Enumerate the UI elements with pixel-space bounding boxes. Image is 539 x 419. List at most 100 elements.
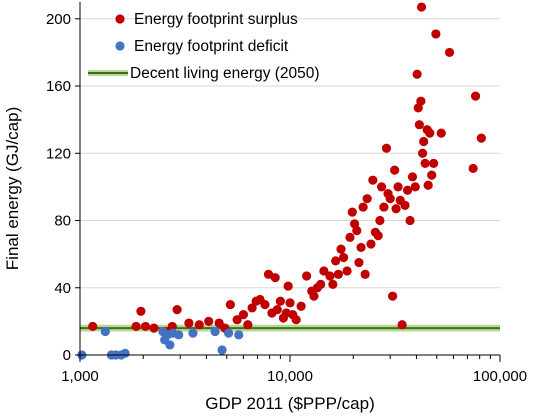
data-point-surplus-94 xyxy=(476,133,486,143)
data-point-surplus-60 xyxy=(376,182,387,192)
y-tick-label-160: 160 xyxy=(46,78,71,95)
data-point-surplus-89 xyxy=(431,29,441,39)
legend-marker-deficit xyxy=(115,41,125,51)
data-point-surplus-92 xyxy=(468,163,478,174)
data-point-surplus-58 xyxy=(373,231,383,241)
y-tick-label-80: 80 xyxy=(54,213,71,230)
x-tick-label-10000: 10,000 xyxy=(267,368,313,385)
x-tick-label-1000: 1,000 xyxy=(61,368,99,385)
legend-marker-surplus xyxy=(115,14,125,24)
data-point-surplus-54 xyxy=(362,194,372,204)
data-point-surplus-17 xyxy=(247,303,257,313)
data-point-surplus-85 xyxy=(423,180,433,190)
data-point-surplus-55 xyxy=(366,239,376,249)
data-point-surplus-23 xyxy=(270,273,280,283)
data-point-surplus-20 xyxy=(260,299,270,310)
data-point-surplus-46 xyxy=(345,232,355,242)
data-point-surplus-59 xyxy=(375,215,385,226)
data-point-surplus-44 xyxy=(339,252,349,263)
data-point-surplus-3 xyxy=(140,321,151,332)
data-point-surplus-76 xyxy=(412,69,422,79)
data-point-surplus-24 xyxy=(272,305,282,315)
data-point-surplus-10 xyxy=(204,316,214,326)
data-point-surplus-41 xyxy=(331,256,341,266)
data-point-surplus-65 xyxy=(387,291,398,301)
gridlines xyxy=(80,18,500,289)
data-point-deficit-13 xyxy=(210,326,220,337)
y-tick-label-40: 40 xyxy=(54,280,71,297)
legend-label-surplus: Energy footprint surplus xyxy=(134,11,298,28)
data-point-surplus-38 xyxy=(319,266,329,276)
y-tick-label-200: 200 xyxy=(46,11,71,28)
data-point-surplus-83 xyxy=(420,158,430,168)
data-point-surplus-78 xyxy=(414,120,424,130)
data-point-surplus-82 xyxy=(419,136,429,147)
data-point-surplus-43 xyxy=(336,244,346,254)
data-point-surplus-35 xyxy=(309,291,319,301)
data-point-surplus-64 xyxy=(385,194,395,204)
data-point-surplus-42 xyxy=(333,269,343,279)
data-point-surplus-56 xyxy=(368,175,378,185)
data-point-surplus-6 xyxy=(167,321,177,332)
data-point-surplus-75 xyxy=(410,182,420,192)
x-ticks: 1,000 10,000 100,000 xyxy=(61,355,527,385)
data-point-surplus-25 xyxy=(275,296,285,306)
data-point-surplus-70 xyxy=(397,320,407,330)
data-point-deficit-12 xyxy=(188,328,198,338)
data-point-surplus-33 xyxy=(302,271,312,281)
data-point-deficit-16 xyxy=(234,330,244,340)
data-point-surplus-51 xyxy=(356,242,366,253)
data-point-surplus-47 xyxy=(347,207,357,217)
data-point-surplus-71 xyxy=(400,200,410,210)
data-point-surplus-68 xyxy=(393,182,403,192)
data-point-surplus-2 xyxy=(136,306,146,316)
data-point-surplus-86 xyxy=(425,128,435,138)
data-point-surplus-90 xyxy=(436,128,446,138)
x-tick-label-100000: 100,000 xyxy=(473,368,527,385)
data-point-surplus-0 xyxy=(88,321,98,332)
data-point-deficit-15 xyxy=(223,328,234,338)
data-point-surplus-28 xyxy=(283,281,293,291)
y-tick-label-120: 120 xyxy=(46,145,71,162)
y-axis-title: Final energy (GJ/cap) xyxy=(3,107,22,270)
legend-label-reference: Decent living energy (2050) xyxy=(130,65,320,82)
data-point-surplus-53 xyxy=(360,269,370,279)
y-ticks: 0 40 80 120 160 200 xyxy=(46,11,80,364)
data-point-surplus-16 xyxy=(243,320,253,330)
data-point-surplus-31 xyxy=(291,315,301,325)
data-point-deficit-11 xyxy=(174,330,184,340)
data-point-surplus-32 xyxy=(296,301,306,311)
data-point-surplus-73 xyxy=(405,215,415,226)
data-point-surplus-52 xyxy=(358,202,368,212)
data-point-surplus-50 xyxy=(354,257,364,268)
data-point-surplus-15 xyxy=(238,310,249,320)
data-point-surplus-8 xyxy=(184,318,194,328)
data-point-surplus-29 xyxy=(285,298,295,308)
legend-label-deficit: Energy footprint deficit xyxy=(134,38,289,55)
data-point-surplus-67 xyxy=(391,204,401,214)
data-point-surplus-79 xyxy=(416,96,426,106)
data-point-surplus-93 xyxy=(470,91,481,101)
data-point-surplus-7 xyxy=(172,305,182,315)
data-point-surplus-66 xyxy=(390,165,400,175)
data-point-surplus-91 xyxy=(444,47,455,58)
data-point-deficit-9 xyxy=(165,340,175,350)
data-point-surplus-13 xyxy=(225,299,235,310)
data-point-surplus-1 xyxy=(131,321,141,332)
data-point-surplus-40 xyxy=(328,279,338,289)
data-point-surplus-14 xyxy=(232,315,242,325)
data-points xyxy=(77,2,486,360)
data-point-surplus-49 xyxy=(352,226,362,236)
data-point-surplus-37 xyxy=(316,279,326,289)
data-point-surplus-88 xyxy=(429,158,439,168)
data-point-surplus-61 xyxy=(379,202,389,212)
x-axis-title: GDP 2011 ($PPP/cap) xyxy=(205,394,374,413)
y-tick-label-0: 0 xyxy=(63,347,71,364)
data-point-surplus-45 xyxy=(342,266,352,276)
data-point-surplus-4 xyxy=(149,323,159,333)
data-point-surplus-81 xyxy=(418,148,428,158)
data-point-deficit-5 xyxy=(120,348,130,358)
data-point-surplus-72 xyxy=(402,185,413,195)
data-point-deficit-14 xyxy=(217,345,227,355)
